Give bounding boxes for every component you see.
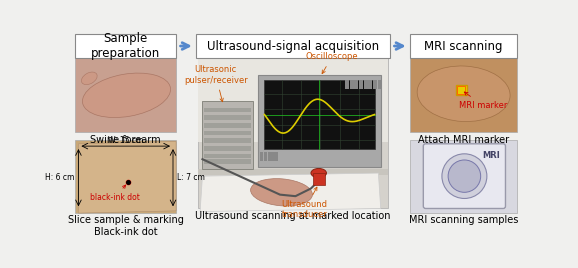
FancyBboxPatch shape	[345, 80, 349, 89]
Polygon shape	[200, 173, 381, 211]
Ellipse shape	[311, 169, 327, 178]
FancyBboxPatch shape	[313, 173, 325, 185]
Ellipse shape	[83, 73, 171, 118]
Ellipse shape	[442, 154, 487, 199]
FancyBboxPatch shape	[204, 123, 250, 128]
FancyBboxPatch shape	[258, 75, 381, 167]
Text: black-ink dot: black-ink dot	[90, 185, 140, 202]
Text: MRI scanning: MRI scanning	[424, 39, 503, 53]
FancyBboxPatch shape	[204, 131, 250, 135]
Ellipse shape	[448, 160, 481, 192]
FancyBboxPatch shape	[204, 138, 250, 143]
FancyBboxPatch shape	[265, 80, 375, 149]
FancyBboxPatch shape	[350, 80, 354, 89]
FancyBboxPatch shape	[75, 140, 176, 213]
FancyBboxPatch shape	[264, 151, 267, 161]
Text: Sample
preparation: Sample preparation	[91, 32, 160, 60]
FancyBboxPatch shape	[410, 140, 517, 213]
FancyBboxPatch shape	[198, 58, 388, 142]
FancyBboxPatch shape	[456, 84, 466, 95]
FancyBboxPatch shape	[204, 159, 250, 164]
FancyBboxPatch shape	[202, 102, 253, 169]
FancyBboxPatch shape	[275, 151, 279, 161]
Text: Swine forearm: Swine forearm	[90, 135, 161, 144]
FancyBboxPatch shape	[423, 144, 506, 209]
Text: Slice sample & marking
Black-ink dot: Slice sample & marking Black-ink dot	[68, 215, 184, 237]
FancyBboxPatch shape	[198, 58, 388, 209]
FancyBboxPatch shape	[368, 80, 372, 89]
FancyBboxPatch shape	[354, 80, 358, 89]
Text: L: 7 cm: L: 7 cm	[177, 173, 205, 182]
Polygon shape	[79, 142, 176, 213]
FancyBboxPatch shape	[359, 80, 363, 89]
FancyBboxPatch shape	[373, 80, 377, 89]
FancyBboxPatch shape	[197, 35, 390, 58]
FancyBboxPatch shape	[75, 35, 176, 58]
Text: Oscilloscope: Oscilloscope	[306, 53, 358, 74]
Text: MRI marker: MRI marker	[459, 92, 507, 110]
FancyBboxPatch shape	[410, 58, 517, 132]
Text: Attach MRI marker: Attach MRI marker	[418, 135, 509, 144]
Text: W: 15 cm: W: 15 cm	[108, 136, 143, 144]
FancyBboxPatch shape	[260, 151, 263, 161]
FancyBboxPatch shape	[204, 146, 250, 151]
Text: Ultrasound-signal acquisition: Ultrasound-signal acquisition	[207, 39, 379, 53]
FancyBboxPatch shape	[410, 35, 517, 58]
Ellipse shape	[81, 72, 97, 85]
FancyBboxPatch shape	[198, 169, 388, 175]
FancyBboxPatch shape	[204, 115, 250, 120]
FancyBboxPatch shape	[377, 80, 381, 89]
Text: Ultrasound scanning at marked location: Ultrasound scanning at marked location	[195, 211, 391, 221]
FancyBboxPatch shape	[204, 154, 250, 158]
Ellipse shape	[417, 66, 510, 122]
FancyBboxPatch shape	[204, 108, 250, 112]
Text: Ultrasonic
pulser/receiver: Ultrasonic pulser/receiver	[184, 65, 247, 102]
Text: MRI scanning samples: MRI scanning samples	[409, 215, 518, 225]
FancyBboxPatch shape	[268, 151, 271, 161]
Text: Ultrasound
transducer: Ultrasound transducer	[281, 187, 328, 219]
Text: H: 6 cm: H: 6 cm	[45, 173, 75, 182]
FancyBboxPatch shape	[364, 80, 368, 89]
Text: MRI: MRI	[482, 151, 499, 160]
Ellipse shape	[251, 179, 312, 206]
FancyBboxPatch shape	[272, 151, 275, 161]
FancyBboxPatch shape	[75, 58, 176, 132]
